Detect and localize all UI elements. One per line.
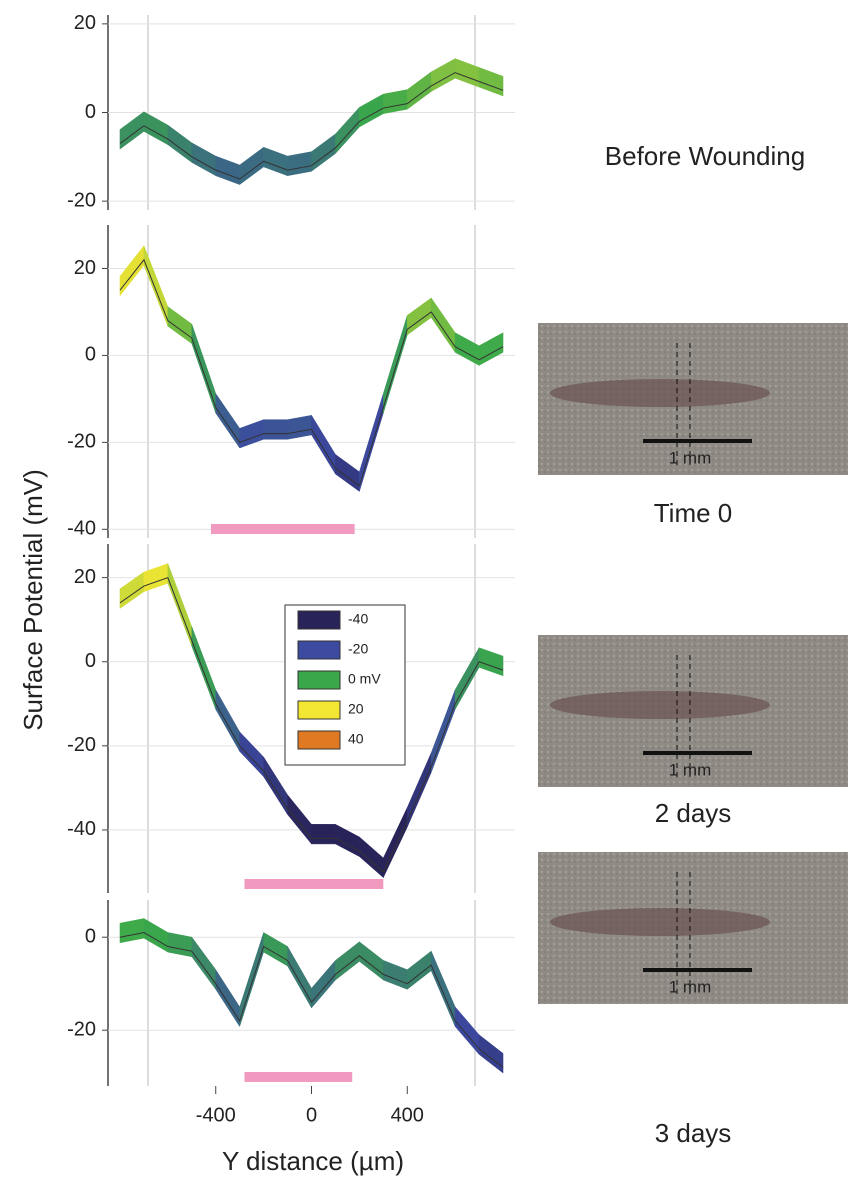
- ribbon-segment: [407, 950, 432, 990]
- ribbon-segment: [119, 918, 145, 944]
- ribbon-segment: [239, 731, 264, 778]
- ribbon-segment: [311, 133, 336, 172]
- ribbon-segment: [191, 323, 216, 414]
- ribbon-segment: [478, 647, 504, 677]
- ribbon-segment: [215, 392, 240, 449]
- ribbon-segment: [311, 959, 336, 1009]
- ribbon-segment: [430, 689, 456, 773]
- y-tick-label: -40: [67, 518, 96, 540]
- ribbon-segment: [311, 414, 336, 475]
- ribbon-segment: [335, 453, 360, 492]
- data-line: [119, 72, 504, 180]
- ribbon-segment: [167, 306, 193, 345]
- y-tick-label: -40: [67, 818, 96, 840]
- ribbon-segment: [311, 824, 336, 845]
- ribbon-segment: [239, 146, 264, 186]
- ribbon-segment: [335, 941, 360, 981]
- ribbon-segment: [167, 124, 193, 163]
- y-tick-label: 0: [85, 344, 96, 366]
- ribbon-segment: [335, 106, 360, 155]
- scale-label: 1 mm: [669, 448, 712, 467]
- ribbon-segment: [383, 807, 408, 878]
- ribbon-segment: [239, 932, 264, 1027]
- x-tick-label: 400: [391, 1104, 424, 1126]
- data-line: [119, 577, 504, 873]
- ribbon-segment: [383, 89, 408, 114]
- ribbon-segment: [215, 968, 240, 1028]
- ribbon-segment: [119, 245, 145, 297]
- ribbon-segment: [383, 960, 408, 990]
- ribbon-segment: [478, 1034, 504, 1074]
- data-line: [119, 932, 504, 1068]
- x-tick-label: 0: [306, 1104, 317, 1126]
- colorbar-swatch: [297, 730, 341, 750]
- ribbon-segment: [287, 151, 312, 177]
- ribbon-segment: [263, 756, 288, 816]
- panel-caption: 2 days: [655, 798, 732, 828]
- wound-bar: [244, 879, 384, 889]
- y-tick-label: 0: [85, 925, 96, 947]
- ribbon-segment: [383, 315, 408, 414]
- colorbar-label: -40: [348, 611, 368, 627]
- colorbar-swatch: [297, 610, 341, 630]
- ribbon-segment: [478, 332, 504, 366]
- y-tick-label: 0: [85, 101, 96, 123]
- panel-caption: 3 days: [655, 1118, 732, 1148]
- y-axis-label: Surface Potential (mV): [18, 469, 48, 731]
- wound-streak: [550, 379, 770, 407]
- ribbon-segment: [407, 71, 432, 110]
- ribbon-segment: [287, 945, 312, 1009]
- ribbon-segment: [215, 155, 240, 185]
- y-tick-label: 0: [85, 650, 96, 672]
- panel-caption: Time 0: [654, 498, 733, 528]
- colorbar-swatch: [297, 670, 341, 690]
- ribbon-segment: [215, 688, 240, 753]
- ribbon-segment: [287, 415, 312, 440]
- wound-streak: [550, 691, 770, 719]
- colorbar-swatch: [297, 640, 341, 660]
- wound-streak: [550, 908, 770, 936]
- y-tick-label: -20: [67, 734, 96, 756]
- ribbon-segment: [478, 67, 504, 97]
- ribbon-segment: [287, 794, 312, 845]
- wound-bar: [244, 1072, 353, 1082]
- ribbon-segment: [430, 951, 456, 1027]
- y-tick-label: -20: [67, 431, 96, 453]
- colorbar-swatch: [297, 700, 341, 720]
- ribbon-segment: [191, 936, 216, 991]
- x-tick-label: -400: [196, 1104, 236, 1126]
- ribbon-segment: [407, 297, 432, 336]
- ribbon-segment: [407, 752, 432, 828]
- x-axis-label: Y distance (µm): [222, 1146, 404, 1176]
- y-tick-label: 20: [74, 257, 96, 279]
- ribbon-segment: [167, 932, 193, 958]
- y-tick-label: -20: [67, 189, 96, 211]
- ribbon-segment: [359, 836, 384, 879]
- ribbon-segment: [239, 419, 264, 449]
- ribbon-segment: [359, 941, 384, 981]
- colorbar-label: 20: [348, 701, 364, 717]
- scale-label: 1 mm: [669, 760, 712, 779]
- ribbon-segment: [167, 563, 193, 647]
- y-tick-label: 20: [74, 566, 96, 588]
- ribbon-segment: [263, 419, 288, 440]
- scale-label: 1 mm: [669, 977, 712, 996]
- panel-caption: Before Wounding: [605, 141, 805, 171]
- colorbar-label: 40: [348, 731, 364, 747]
- y-tick-label: -20: [67, 1018, 96, 1040]
- ribbon-segment: [263, 146, 288, 177]
- ribbon-segment: [191, 626, 216, 710]
- y-tick-label: 20: [74, 12, 96, 34]
- ribbon-segment: [430, 297, 456, 354]
- wound-bar: [210, 524, 355, 534]
- colorbar-label: -20: [348, 641, 368, 657]
- ribbon-segment: [119, 111, 145, 150]
- colorbar-label: 0 mV: [348, 671, 381, 687]
- data-line: [119, 258, 504, 487]
